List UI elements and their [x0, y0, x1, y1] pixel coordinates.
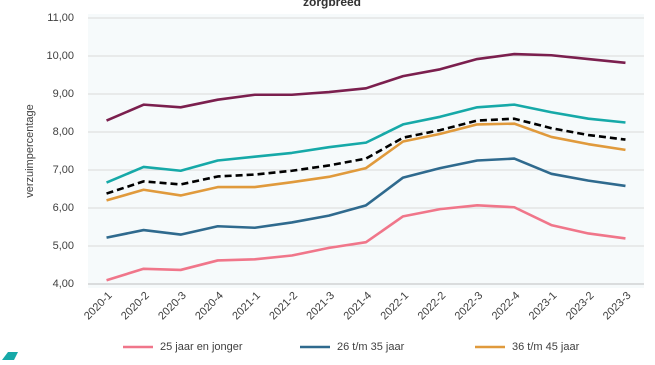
chart-title: zorgbreed — [303, 0, 361, 9]
x-tick-label: 2022-1 — [379, 290, 412, 323]
legend-label: 25 jaar en jonger — [160, 341, 243, 353]
x-tick-label: 2020-3 — [156, 290, 189, 323]
y-tick-label: 10,00 — [46, 50, 74, 62]
x-tick-label: 2020-1 — [82, 290, 115, 323]
y-tick-label: 6,00 — [53, 202, 74, 214]
x-tick-label: 2023-1 — [527, 290, 560, 323]
series-line — [106, 52, 626, 122]
series-line — [106, 103, 626, 184]
x-tick-label: 2021-3 — [304, 290, 337, 323]
x-tick-label: 2021-4 — [341, 290, 374, 323]
series-line — [106, 122, 626, 202]
legend-label: 36 t/m 45 jaar — [512, 341, 580, 353]
y-tick-label: 11,00 — [47, 12, 74, 24]
series-line — [106, 204, 626, 282]
x-tick-label: 2023-3 — [601, 290, 634, 323]
x-tick-label: 2022-2 — [416, 290, 449, 323]
series-line — [106, 117, 626, 195]
y-tick-label: 8,00 — [53, 126, 74, 138]
x-tick-label: 2023-2 — [564, 290, 597, 323]
y-tick-label: 5,00 — [53, 240, 74, 252]
y-tick-label: 9,00 — [53, 88, 74, 100]
y-tick-label: 4,00 — [53, 278, 74, 290]
series-line — [106, 157, 626, 239]
x-tick-label: 2020-2 — [119, 290, 152, 323]
x-tick-label: 2020-4 — [193, 290, 226, 323]
y-tick-label: 7,00 — [53, 164, 74, 176]
logo-fragment — [2, 352, 18, 360]
y-axis-label: verzuimpercentage — [24, 104, 36, 198]
x-tick-label: 2022-3 — [453, 290, 486, 323]
x-tick-label: 2022-4 — [490, 290, 523, 323]
legend-label: 26 t/m 35 jaar — [337, 341, 405, 353]
x-tick-label: 2021-1 — [230, 290, 263, 323]
x-tick-label: 2021-2 — [267, 290, 300, 323]
